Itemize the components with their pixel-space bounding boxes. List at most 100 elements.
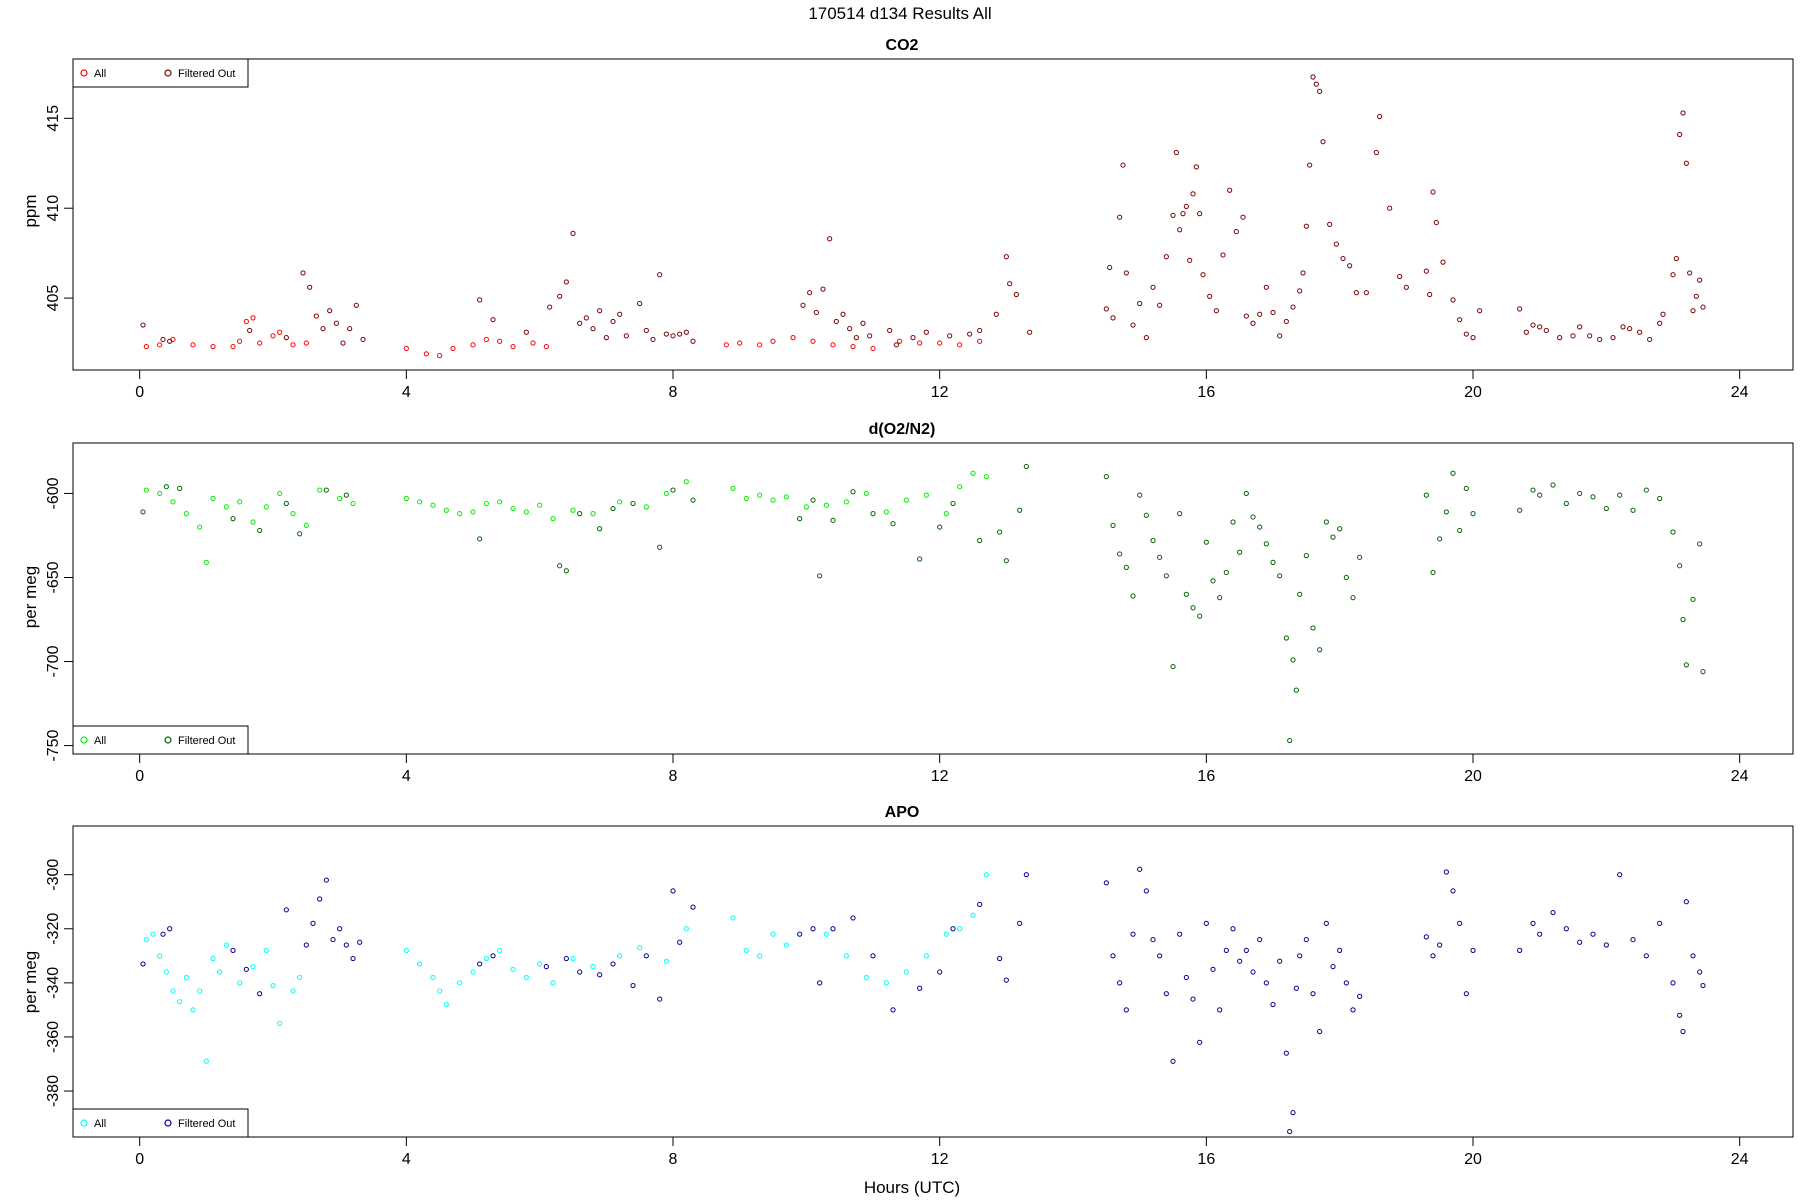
panel-co2-point-filtered-out xyxy=(1693,293,1699,299)
panel-co2-point-filtered-out xyxy=(1477,308,1483,314)
panel-co2-point-filtered-out xyxy=(1320,139,1326,145)
panel-apo-y-tick-label: -300 xyxy=(45,859,62,891)
panel-apo-point-filtered-out xyxy=(1603,942,1609,948)
panel-apo-point-filtered-out xyxy=(323,877,329,883)
panel-co2-point-filtered-out xyxy=(1610,335,1616,341)
panel-o2n2-point-filtered-out xyxy=(163,484,169,490)
panel-co2-point-filtered-out xyxy=(1277,333,1283,339)
panel-apo-point-all xyxy=(923,953,929,959)
panel-co2-point-filtered-out xyxy=(643,327,649,334)
panel-co2-point-filtered-out xyxy=(1627,326,1633,332)
panel-co2-point-filtered-out xyxy=(1570,333,1576,339)
panel-apo-point-all xyxy=(617,953,623,959)
panel-apo-y-tick-label: -320 xyxy=(45,913,62,945)
panel-o2n2-point-filtered-out xyxy=(1287,737,1293,744)
panel-co2-point-filtered-out xyxy=(1143,335,1149,341)
panel-o2n2-legend-label-filtered-out: Filtered Out xyxy=(178,735,235,747)
panel-apo-point-all xyxy=(203,1058,209,1064)
panel-apo-point-filtered-out xyxy=(657,996,663,1002)
panel-co2-point-filtered-out xyxy=(1660,311,1666,317)
panel-co2-point-filtered-out xyxy=(1387,205,1393,211)
panel-co2-point-filtered-out xyxy=(813,309,819,316)
panel-co2-point-filtered-out xyxy=(1397,273,1403,280)
panel-apo-point-filtered-out xyxy=(690,904,696,910)
panel-apo-point-filtered-out xyxy=(1130,931,1136,937)
panel-co2-y-tick-label: 410 xyxy=(45,195,62,222)
panel-apo-point-filtered-out xyxy=(140,961,146,967)
panel-apo-point-filtered-out xyxy=(330,936,336,943)
panel-o2n2-point-filtered-out xyxy=(1283,635,1289,641)
panel-co2-plot-area: 0 4 8 12 16 20 24 405 410 415 All Filtered Out xyxy=(45,58,1794,401)
panel-o2n2-point-filtered-out xyxy=(1323,519,1329,525)
panel-o2n2-y-tick-label: -700 xyxy=(45,645,62,677)
panel-o2n2-point-all xyxy=(483,500,489,507)
panel-o2n2-point-all xyxy=(443,507,449,513)
panel-apo-point-filtered-out xyxy=(1330,964,1336,970)
panel-apo-point-filtered-out xyxy=(1430,953,1436,959)
panel-apo-point-filtered-out xyxy=(1450,888,1456,894)
panel-o2n2-point-all xyxy=(350,500,356,507)
panel-apo-point-filtered-out xyxy=(1170,1058,1176,1064)
panel-co2-point-filtered-out xyxy=(1577,324,1583,330)
panel-o2n2-y-tick-label: -650 xyxy=(45,561,62,593)
panel-apo-point-all xyxy=(443,1001,449,1008)
panel-co2-x-tick-label: 12 xyxy=(931,384,949,401)
panel-apo-point-all xyxy=(497,947,503,954)
panel-apo-point-all xyxy=(217,969,223,975)
panel-co2-legend-marker-filtered-out xyxy=(164,69,172,77)
panel-o2n2-point-filtered-out xyxy=(323,487,329,493)
panel-co2-point-all xyxy=(470,342,476,348)
panel-o2n2-point-filtered-out xyxy=(810,497,816,503)
panel-co2-point-filtered-out xyxy=(657,272,663,278)
panel-co2-point-all xyxy=(530,340,536,346)
panel-apo-point-all xyxy=(210,955,216,962)
panel-o2n2-point-filtered-out xyxy=(1210,578,1216,584)
panel-co2-point-filtered-out xyxy=(1680,110,1686,116)
panel-o2n2-plot-area: 0 4 8 12 16 20 24 -600 -650 -700 -750 All Filtered O… xyxy=(45,442,1794,785)
panel-o2n2-point-all xyxy=(263,504,269,510)
panel-co2-point-filtered-out xyxy=(1310,74,1316,80)
panel-co2-point-filtered-out xyxy=(1313,81,1319,87)
panel-apo-point-all xyxy=(237,980,243,986)
panel-apo-point-filtered-out xyxy=(1463,991,1469,997)
panel-o2n2-point-filtered-out xyxy=(1537,492,1543,498)
panel-o2n2-point-filtered-out xyxy=(1457,527,1463,534)
panel-apo-point-filtered-out xyxy=(1190,996,1196,1002)
panel-co2-point-all xyxy=(250,315,256,321)
panel-co2-point-filtered-out xyxy=(860,320,866,326)
panel-apo-point-filtered-out xyxy=(303,942,309,948)
panel-apo-point-filtered-out xyxy=(610,961,616,967)
panel-o2n2-x-tick-label: 16 xyxy=(1197,768,1215,785)
panel-o2n2-point-all xyxy=(903,497,909,503)
panel-apo-point-all xyxy=(683,926,689,932)
panel-apo-point-all xyxy=(730,915,736,921)
panel-co2-point-filtered-out xyxy=(1557,335,1563,341)
panel-apo-point-all xyxy=(883,980,889,986)
panel-apo-point-all xyxy=(550,980,556,986)
panel-o2n2-point-all xyxy=(770,497,776,503)
panel-apo-point-all xyxy=(823,931,829,937)
panel-apo-point-filtered-out xyxy=(1690,953,1696,959)
panel-co2-point-filtered-out xyxy=(820,286,826,292)
panel-co2-x-tick-label: 8 xyxy=(669,384,678,401)
panel-co2-point-filtered-out xyxy=(307,284,313,290)
panel-o2n2-point-filtered-out xyxy=(1700,669,1706,675)
panel-o2n2-legend-label-all: All xyxy=(94,735,106,747)
panel-co2-point-all xyxy=(143,344,149,350)
panel-o2n2-point-filtered-out xyxy=(1137,492,1143,498)
panel-o2n2-point-all xyxy=(643,504,649,510)
panel-co2-point-filtered-out xyxy=(1207,293,1213,299)
panel-o2n2-point-all xyxy=(277,490,283,497)
panel-co2-point-all xyxy=(917,340,923,346)
panel-co2-point-filtered-out xyxy=(967,331,973,337)
panel-co2-point-filtered-out xyxy=(1657,320,1663,326)
panel-apo-point-filtered-out xyxy=(1517,947,1523,954)
panel-o2n2-point-all xyxy=(290,511,296,517)
panel-co2-point-filtered-out xyxy=(1173,149,1179,156)
panel-apo-point-filtered-out xyxy=(357,939,363,945)
panel-co2-point-filtered-out xyxy=(1200,272,1206,278)
panel-apo-point-all xyxy=(403,947,409,954)
panel-apo-point-filtered-out xyxy=(1230,926,1236,932)
panel-o2n2-point-filtered-out xyxy=(1423,492,1429,498)
panel-co2-point-filtered-out xyxy=(1283,318,1289,325)
